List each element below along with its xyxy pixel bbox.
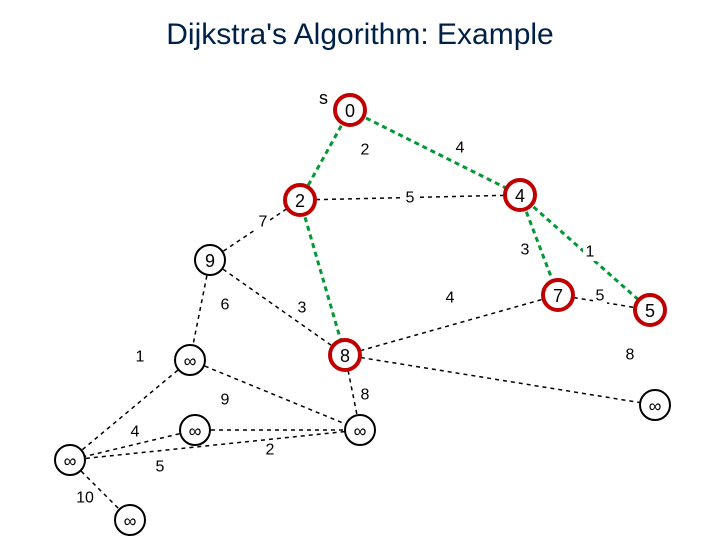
edge-weight-label: 2 [266, 442, 275, 459]
edge-weight-label: 4 [456, 140, 465, 157]
node-distance-label: ∞ [649, 396, 662, 416]
node-distance-label: ∞ [354, 421, 367, 441]
edge-weight-label: 4 [131, 424, 140, 441]
node-distance-label: ∞ [189, 421, 202, 441]
edge-weight-label: 5 [406, 190, 415, 207]
node-distance-label: 0 [345, 101, 355, 121]
node-distance-label: 8 [340, 346, 350, 366]
node-distance-label: ∞ [64, 451, 77, 471]
graph-edge [350, 110, 520, 195]
source-node-label: s [319, 88, 328, 108]
node-distance-label: ∞ [124, 511, 137, 531]
edge-weight-label: 5 [156, 459, 165, 476]
node-distance-label: 2 [295, 191, 305, 211]
edge-weight-label: 6 [221, 297, 230, 314]
edge-weight-label: 1 [136, 349, 145, 366]
edge-weight-label: 7 [259, 214, 268, 231]
node-distance-label: 9 [205, 251, 215, 271]
graph-edge [190, 360, 360, 430]
node-distance-label: 5 [645, 301, 655, 321]
edge-weight-label: 8 [361, 387, 370, 404]
dijkstra-graph: 2 4 5 7 3 1 5 6 3 4 1 9 8 8 4 5 2 10 0 2 4 9 7 5 8 ∞ ∞ ∞ ∞ ∞ ∞ s [0, 0, 720, 540]
edge-weight-label: 10 [76, 490, 94, 507]
node-distance-label: ∞ [184, 351, 197, 371]
graph-edge [70, 430, 360, 460]
node-distance-label: 7 [553, 286, 563, 306]
edge-weight-label: 1 [586, 244, 595, 261]
edge-weight-label: 9 [221, 392, 230, 409]
node-distance-label: 4 [515, 186, 525, 206]
edge-weight-label: 5 [596, 288, 605, 305]
edge-weight-label: 3 [298, 300, 307, 317]
edge-weight-label: 3 [521, 242, 530, 259]
graph-edge [345, 355, 655, 405]
edge-weight-label: 4 [446, 290, 455, 307]
edge-weight-label: 8 [626, 347, 635, 364]
edge-weight-label: 2 [361, 142, 370, 159]
graph-edge [300, 200, 345, 355]
